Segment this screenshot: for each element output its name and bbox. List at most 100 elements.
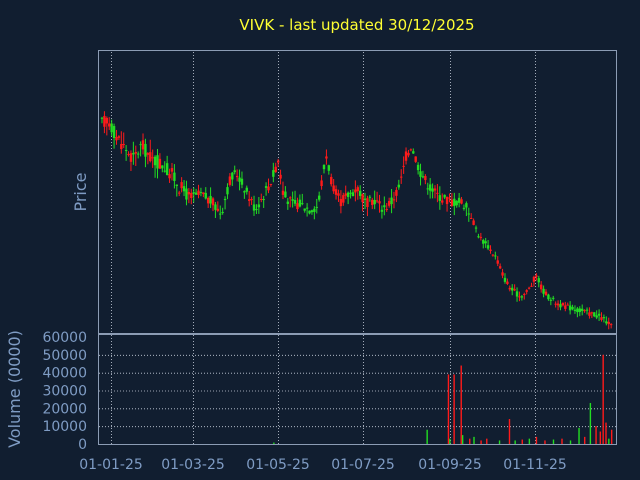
candle-body (375, 200, 379, 202)
candle-body (161, 165, 164, 169)
volume-bar (514, 440, 516, 444)
candle-body (568, 305, 572, 311)
candle-body (276, 160, 280, 163)
candle-body (149, 152, 152, 162)
candle-body (539, 284, 543, 290)
volume-bar (449, 438, 451, 444)
candle-body (523, 293, 526, 295)
candle-body (190, 193, 193, 199)
candle-body (163, 170, 166, 172)
candle-body (194, 192, 198, 195)
volume-bar (461, 435, 464, 444)
candle-body (441, 200, 444, 203)
candle-body (443, 194, 446, 198)
date-axis-ticks: 01-01-25 01-03-25 01-05-25 01-07-25 01-09-25… (79, 457, 567, 473)
candle-body (252, 204, 256, 211)
candle-body (590, 312, 594, 314)
candle-body (105, 117, 109, 124)
candle-body (484, 241, 487, 244)
candle-body (231, 172, 234, 180)
candle-body (320, 180, 323, 187)
volume-panel-frame (98, 334, 617, 445)
candle-body (255, 209, 258, 211)
candle-body (330, 176, 333, 185)
candle-body (216, 208, 220, 211)
candle-body (542, 288, 545, 294)
candle-body (605, 321, 608, 324)
candle-body (486, 245, 490, 249)
candle-body (219, 213, 222, 215)
candle-body (448, 197, 451, 199)
candle-body (409, 149, 413, 151)
volume-bar (589, 402, 592, 444)
candle-body (151, 157, 154, 159)
candle-body (503, 277, 507, 282)
volume-bar (544, 440, 546, 444)
candle-body (467, 213, 470, 215)
candle-body (146, 153, 150, 155)
volume-bar (552, 439, 555, 444)
candle-body (460, 199, 463, 204)
volume-bar (595, 426, 597, 444)
candle-body (549, 299, 553, 301)
candle-body (339, 198, 343, 207)
candle-body (387, 200, 391, 206)
candle-body (465, 203, 468, 208)
candle-body (305, 207, 309, 209)
candle-body (472, 220, 475, 225)
candle-body (513, 289, 516, 291)
volume-bar (480, 440, 482, 444)
volume-tick-label: 40000 (42, 366, 87, 382)
candle-body (211, 198, 215, 206)
candle-body (235, 175, 239, 178)
volume-axis-label: Volume (0000) (5, 330, 24, 448)
candle-body (240, 178, 244, 185)
candle-body (170, 168, 174, 172)
candle-body (571, 306, 574, 310)
candle-body (556, 303, 560, 306)
candle-body (358, 190, 362, 196)
candle-body (400, 176, 403, 178)
candle-body (508, 287, 512, 290)
candle-body (580, 308, 584, 311)
candle-body (127, 153, 130, 155)
volume-bar (469, 438, 471, 444)
candle-body (153, 156, 157, 166)
volume-bar (460, 365, 462, 444)
candle-body (245, 187, 248, 192)
candle-body (566, 304, 569, 306)
candle-body (332, 185, 335, 192)
candle-body (342, 195, 345, 203)
volume-bar (486, 438, 488, 444)
candle-body (378, 201, 381, 204)
price-panel-gridlines (111, 52, 536, 333)
candle-body (363, 198, 367, 200)
candle-body (354, 189, 357, 193)
candle-body (469, 218, 473, 220)
candle-body (117, 136, 121, 138)
candle-body (344, 193, 347, 196)
candle-body (535, 275, 538, 277)
candle-body (308, 210, 311, 214)
candle-body (489, 249, 492, 251)
candle-body (609, 324, 613, 326)
candle-body (564, 305, 567, 309)
candle-body (585, 309, 589, 311)
candle-body (274, 166, 277, 172)
candle-body (554, 303, 557, 305)
candle-body (260, 198, 263, 200)
volume-bar (610, 429, 613, 444)
candle-body (313, 208, 316, 212)
candle-body (450, 199, 454, 206)
price-axis-label: Price (71, 172, 90, 211)
candle-body (178, 192, 181, 194)
price-candles (100, 111, 613, 330)
candle-body (436, 192, 439, 194)
candle-body (402, 165, 405, 167)
candle-body (192, 192, 195, 194)
candle-body (462, 207, 466, 209)
candle-body (349, 192, 352, 194)
candle-body (165, 163, 169, 176)
candle-body (156, 155, 159, 169)
candle-body (233, 170, 236, 173)
